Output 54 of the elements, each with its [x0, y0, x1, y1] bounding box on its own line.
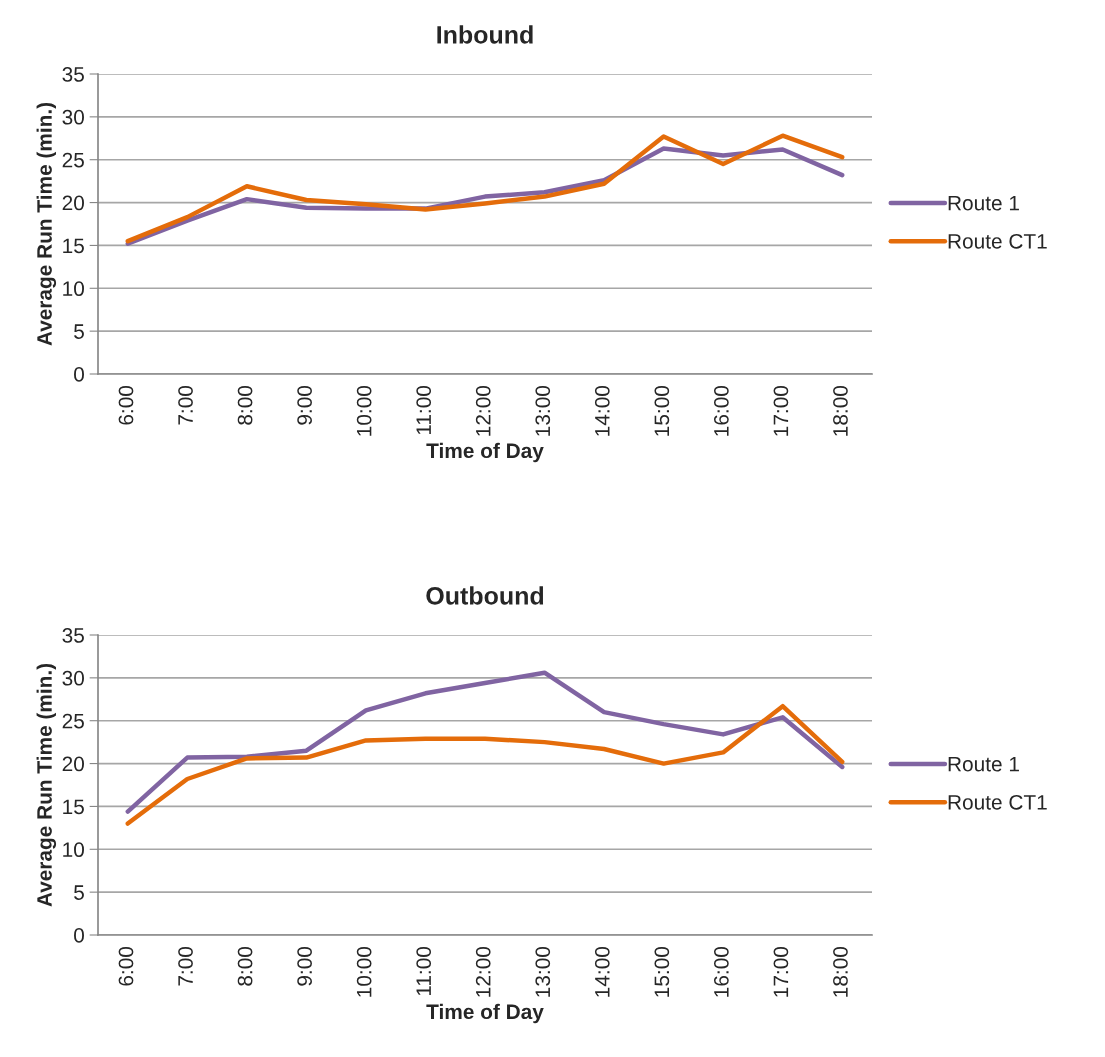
- y-axis-title: Average Run Time (min.): [36, 663, 57, 907]
- line-series: [125, 670, 845, 814]
- x-tick-label: 7:00: [178, 385, 193, 425]
- line-series: [125, 703, 845, 826]
- x-tick-label: 11:00: [416, 385, 432, 435]
- y-tick-label: 15: [63, 238, 84, 254]
- y-tick-label: 25: [62, 152, 84, 168]
- x-tick-label: 14:00: [594, 946, 610, 997]
- x-tick-label: 8:00: [237, 385, 253, 425]
- y-tick-label: 10: [63, 281, 84, 297]
- x-tick-label: 16:00: [713, 946, 729, 997]
- y-axis-title: Average Run Time (min.): [36, 102, 57, 346]
- x-tick-label: 16:00: [713, 385, 729, 436]
- legend-label: Route CT1: [948, 794, 1047, 810]
- y-tick-label: 20: [62, 756, 84, 772]
- chart-title: Outbound: [426, 586, 544, 605]
- x-axis-title: Time of Day: [426, 442, 544, 463]
- x-tick-label: 18:00: [833, 946, 848, 997]
- x-tick-label: 13:00: [535, 946, 551, 997]
- legend-label: Route CT1: [948, 233, 1047, 249]
- y-tick-label: 5: [74, 324, 84, 339]
- x-tick-label: 6:00: [118, 946, 134, 986]
- y-tick-label: 5: [74, 885, 84, 900]
- y-tick-label: 35: [62, 67, 84, 82]
- y-tick-label: 25: [62, 713, 84, 729]
- y-tick-label: 0: [74, 367, 84, 382]
- y-tick-label: 30: [62, 670, 84, 686]
- legend-label: Route 1: [948, 756, 1019, 772]
- x-tick-label: 7:00: [178, 946, 193, 986]
- x-tick-label: 17:00: [773, 946, 789, 997]
- y-tick-label: 10: [63, 842, 84, 858]
- x-tick-label: 10:00: [356, 946, 372, 997]
- chart-title: Inbound: [437, 25, 533, 44]
- y-tick-label: 35: [62, 628, 84, 643]
- x-tick-label: 12:00: [475, 385, 491, 436]
- x-tick-label: 10:00: [356, 385, 372, 436]
- x-tick-label: 17:00: [773, 385, 789, 436]
- x-tick-label: 6:00: [118, 385, 134, 425]
- y-tick-label: 0: [74, 928, 84, 943]
- x-tick-label: 15:00: [654, 946, 670, 997]
- x-tick-label: 9:00: [297, 946, 312, 986]
- legend-label: Route 1: [948, 195, 1019, 211]
- x-axis-title: Time of Day: [426, 1003, 544, 1024]
- y-tick-label: 20: [62, 195, 84, 211]
- y-tick-label: 15: [63, 799, 84, 815]
- x-tick-label: 15:00: [654, 385, 670, 436]
- y-tick-label: 30: [62, 109, 84, 125]
- x-tick-label: 9:00: [297, 385, 312, 425]
- x-tick-label: 18:00: [833, 385, 848, 436]
- x-tick-label: 8:00: [237, 946, 253, 986]
- x-tick-label: 11:00: [416, 946, 432, 996]
- x-tick-label: 14:00: [594, 385, 610, 436]
- x-tick-label: 12:00: [475, 946, 491, 997]
- x-tick-label: 13:00: [535, 385, 551, 436]
